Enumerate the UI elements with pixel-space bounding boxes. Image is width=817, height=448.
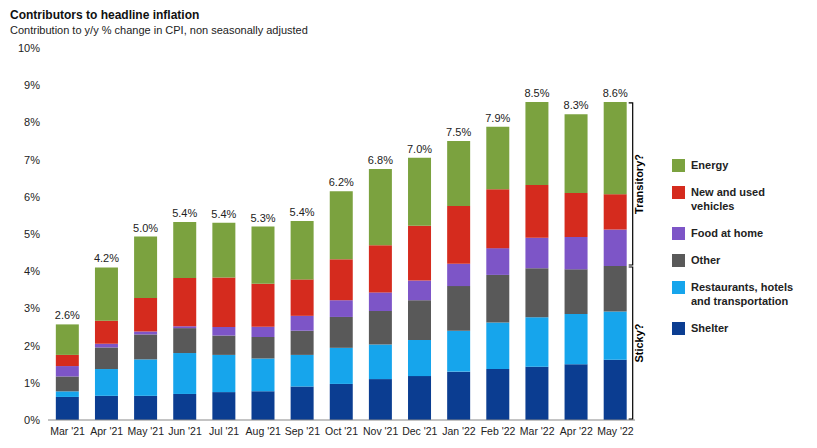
svg-text:9%: 9% xyxy=(24,79,40,91)
svg-text:0%: 0% xyxy=(24,414,40,426)
svg-text:Apr '21: Apr '21 xyxy=(90,425,123,437)
html-text:Shelter: Shelter xyxy=(691,322,729,334)
svg-text:4%: 4% xyxy=(24,265,40,277)
html-text:Food at home: Food at home xyxy=(691,227,764,239)
svg-text:Mar '22: Mar '22 xyxy=(520,425,555,437)
svg-text:6.2%: 6.2% xyxy=(329,176,354,188)
svg-text:Sticky?: Sticky? xyxy=(633,323,645,362)
svg-text:Mar '21: Mar '21 xyxy=(50,425,85,437)
html-text:Restaurants, hotels and transp: Restaurants, hotels and transportation xyxy=(691,281,794,307)
html-text:Contributors to headline infla: Contributors to headline inflation xyxy=(10,8,200,22)
svg-text:6%: 6% xyxy=(24,191,40,203)
svg-text:5.4%: 5.4% xyxy=(290,206,315,218)
svg-text:Dec '21: Dec '21 xyxy=(402,425,437,437)
svg-text:7.0%: 7.0% xyxy=(407,143,432,155)
html-text:New and used vehicles: New and used vehicles xyxy=(691,186,765,212)
svg-text:1%: 1% xyxy=(24,377,40,389)
svg-text:5.4%: 5.4% xyxy=(211,208,236,220)
svg-text:Jan '22: Jan '22 xyxy=(442,425,476,437)
svg-text:5.4%: 5.4% xyxy=(172,207,197,219)
html-text:Contribution to y/y % change i: Contribution to y/y % change in CPI, non… xyxy=(10,24,308,36)
svg-text:5%: 5% xyxy=(24,228,40,240)
svg-text:Sep '21: Sep '21 xyxy=(285,425,320,437)
svg-text:7%: 7% xyxy=(24,154,40,166)
svg-text:Jun '21: Jun '21 xyxy=(168,425,202,437)
svg-text:Feb '22: Feb '22 xyxy=(481,425,516,437)
svg-text:8.5%: 8.5% xyxy=(524,87,549,99)
svg-text:8%: 8% xyxy=(24,116,40,128)
svg-text:8.6%: 8.6% xyxy=(603,87,628,99)
svg-text:6.8%: 6.8% xyxy=(368,154,393,166)
svg-text:2.6%: 2.6% xyxy=(55,309,80,321)
html-text:Other: Other xyxy=(691,254,721,266)
svg-text:Jul '21: Jul '21 xyxy=(209,425,239,437)
svg-text:2%: 2% xyxy=(24,340,40,352)
svg-text:4.2%: 4.2% xyxy=(94,252,119,264)
svg-text:10%: 10% xyxy=(18,42,40,54)
svg-text:Nov '21: Nov '21 xyxy=(363,425,398,437)
html-text:Energy: Energy xyxy=(691,159,729,171)
svg-text:Apr '22: Apr '22 xyxy=(560,425,593,437)
svg-text:Oct '21: Oct '21 xyxy=(325,425,358,437)
svg-text:7.9%: 7.9% xyxy=(485,112,510,124)
svg-text:5.0%: 5.0% xyxy=(133,222,158,234)
svg-text:Aug '21: Aug '21 xyxy=(246,425,281,437)
svg-text:Transitory?: Transitory? xyxy=(633,154,645,214)
svg-text:5.3%: 5.3% xyxy=(250,212,275,224)
svg-text:8.3%: 8.3% xyxy=(564,99,589,111)
svg-text:3%: 3% xyxy=(24,302,40,314)
svg-text:May '22: May '22 xyxy=(597,425,634,437)
svg-text:May '21: May '21 xyxy=(128,425,165,437)
svg-text:7.5%: 7.5% xyxy=(446,126,471,138)
